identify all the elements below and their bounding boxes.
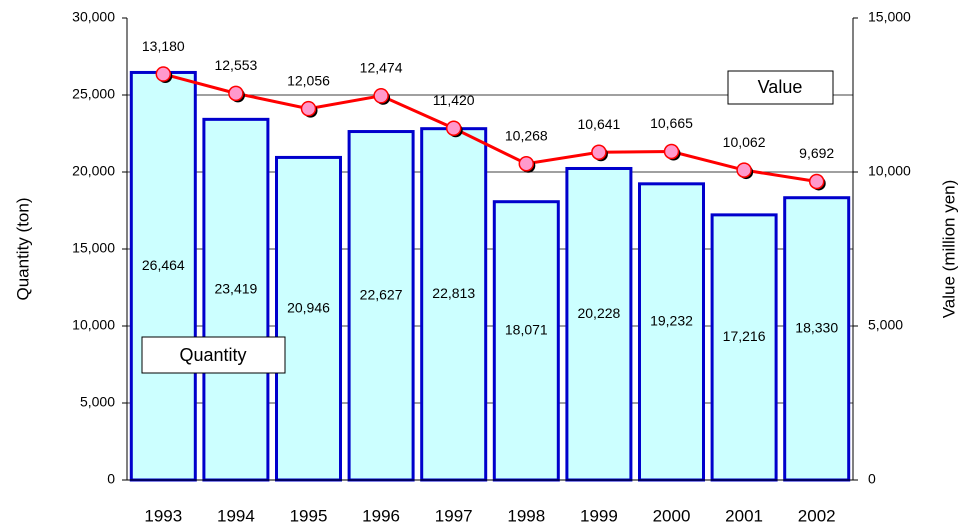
legend-box xyxy=(141,336,286,374)
bar xyxy=(492,200,560,482)
bar xyxy=(347,130,415,482)
value-marker xyxy=(518,155,535,172)
y-tick-label: 5,000 xyxy=(80,394,115,410)
line-value-label: 9,692 xyxy=(799,145,834,161)
bar-value-label: 19,232 xyxy=(650,313,693,329)
x-tick-label: 2001 xyxy=(725,506,763,525)
x-tick-label: 1997 xyxy=(435,506,473,525)
y-tick-label: 10,000 xyxy=(72,317,115,333)
bar xyxy=(202,117,270,482)
value-marker xyxy=(663,143,680,160)
line-value-label: 12,474 xyxy=(360,60,403,76)
y2-tick-label: 10,000 xyxy=(868,163,911,179)
x-tick-label: 1999 xyxy=(580,506,618,525)
bar xyxy=(420,127,488,482)
bar-value-label: 18,071 xyxy=(505,322,548,338)
line-value-label: 10,641 xyxy=(577,116,620,132)
y-tick-label: 30,000 xyxy=(72,9,115,25)
value-marker xyxy=(445,120,462,137)
x-tick-label: 1994 xyxy=(217,506,255,525)
y-tick-label: 25,000 xyxy=(72,86,115,102)
value-marker xyxy=(808,173,825,190)
value-line xyxy=(162,72,817,183)
line-value-label: 10,268 xyxy=(505,127,548,143)
bar-value-label: 17,216 xyxy=(723,328,766,344)
y-tick-label: 20,000 xyxy=(72,163,115,179)
value-marker xyxy=(373,88,389,104)
bar xyxy=(710,213,778,482)
bar-value-label: 22,813 xyxy=(432,285,475,301)
y2-axis-title: Value (million yen) xyxy=(939,180,958,319)
line-value-label: 10,665 xyxy=(650,115,693,131)
bar xyxy=(275,155,342,482)
bar-value-label: 18,330 xyxy=(795,320,838,336)
legend-label: Quantity xyxy=(179,345,246,365)
x-tick-label: 1993 xyxy=(144,506,182,525)
bar-value-label: 26,464 xyxy=(142,257,185,273)
value-marker xyxy=(300,100,317,117)
value-marker xyxy=(228,85,244,102)
y2-tick-label: 15,000 xyxy=(868,9,911,25)
line-value-label: 13,180 xyxy=(142,38,185,54)
value-marker xyxy=(591,144,607,161)
line-value-label: 12,056 xyxy=(287,72,330,88)
bar xyxy=(638,182,705,482)
bar-value-label: 20,946 xyxy=(287,299,330,315)
line-value-label: 12,553 xyxy=(214,57,257,73)
y2-tick-label: 5,000 xyxy=(868,317,903,333)
x-tick-label: 1998 xyxy=(507,506,545,525)
line-value-label: 11,420 xyxy=(433,92,475,108)
x-tick-label: 1995 xyxy=(290,506,328,525)
value-marker xyxy=(155,66,172,82)
legend-label: Value xyxy=(758,77,803,97)
line-value-label: 10,062 xyxy=(723,134,766,150)
x-tick-label: 1996 xyxy=(362,506,400,525)
bar-value-label: 23,419 xyxy=(214,280,257,296)
y-axis-title: Quantity (ton) xyxy=(13,198,32,301)
x-tick-label: 2002 xyxy=(798,506,836,525)
y2-tick-label: 0 xyxy=(868,471,876,487)
bar xyxy=(565,166,633,482)
y-tick-label: 15,000 xyxy=(72,240,115,256)
bar-value-label: 22,627 xyxy=(360,286,403,302)
value-marker xyxy=(736,162,752,178)
y-tick-label: 0 xyxy=(107,471,115,487)
legend-box xyxy=(727,70,834,105)
bar xyxy=(783,196,851,482)
bar xyxy=(129,70,197,482)
bar-value-label: 20,228 xyxy=(577,305,620,321)
x-tick-label: 2000 xyxy=(653,506,691,525)
